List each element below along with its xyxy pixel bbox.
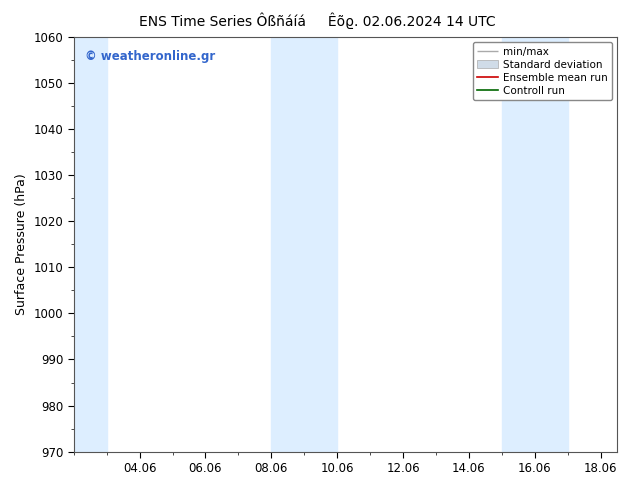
Bar: [304, 37, 337, 452]
Bar: [535, 37, 567, 452]
Legend: min/max, Standard deviation, Ensemble mean run, Controll run: min/max, Standard deviation, Ensemble me…: [473, 42, 612, 100]
Y-axis label: Surface Pressure (hPa): Surface Pressure (hPa): [15, 173, 28, 315]
Text: ENS Time Series Ôßñáíá     Êõϱ. 02.06.2024 14 UTC: ENS Time Series Ôßñáíá Êõϱ. 02.06.2024 1…: [139, 12, 495, 29]
Bar: [502, 37, 535, 452]
Text: © weatheronline.gr: © weatheronline.gr: [84, 49, 215, 63]
Bar: [271, 37, 304, 452]
Bar: [74, 37, 107, 452]
